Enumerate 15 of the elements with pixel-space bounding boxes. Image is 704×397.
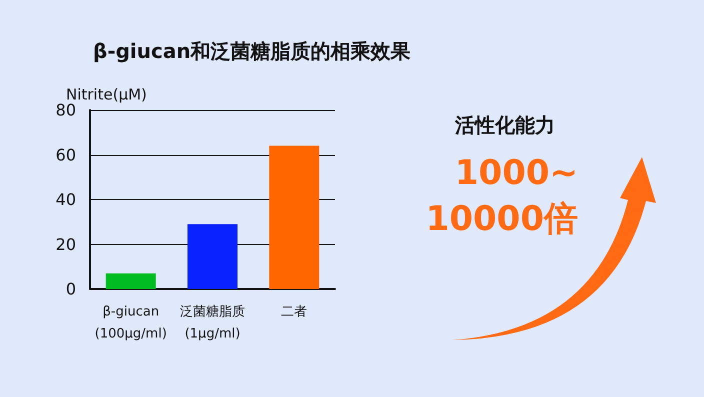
x-tick-label: 二者: [281, 304, 308, 320]
bar: [106, 273, 156, 289]
x-tick-label: 泛菌糖脂质 (1μg/ml): [180, 304, 245, 342]
y-axis-title: Nitrite(μM): [66, 86, 147, 104]
x-tick-label: β-giucan (100μg/ml): [94, 304, 167, 342]
bar: [188, 224, 238, 289]
y-tick-label: 60: [56, 145, 76, 164]
y-tick-label: 0: [66, 280, 76, 298]
text: 活性化能力: [455, 112, 555, 139]
y-tick-label: 40: [56, 190, 76, 209]
y-tick-label: 20: [56, 234, 76, 254]
chart-title: β-giucan和泛菌糖脂质的相乘效果: [93, 39, 412, 63]
text: 1000~ 10000倍: [426, 152, 578, 241]
bar: [269, 146, 320, 289]
y-tick-label: 80: [56, 100, 76, 120]
